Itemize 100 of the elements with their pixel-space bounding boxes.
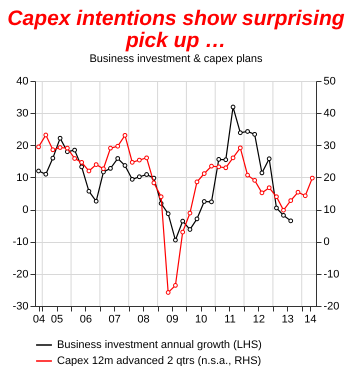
point [115, 144, 120, 149]
point [238, 145, 243, 150]
point [202, 199, 207, 204]
chart-title: Capex intentions show surprising pick up … [6, 7, 346, 52]
chart-subtitle: Business investment & capex plans [88, 53, 264, 65]
point [94, 162, 99, 167]
point [50, 156, 56, 161]
point [166, 211, 171, 216]
point [223, 165, 228, 170]
point [108, 146, 113, 151]
point [238, 130, 243, 136]
x-tick-label: 12 [252, 314, 266, 326]
x-tick-label: 05 [50, 314, 64, 326]
point [79, 164, 84, 170]
x-tick-label: 06 [80, 314, 92, 326]
point [152, 180, 156, 186]
point [266, 185, 272, 190]
point [260, 170, 264, 176]
point [122, 132, 128, 138]
point [281, 208, 286, 213]
y2-tick-label: -20 [324, 300, 340, 312]
point [266, 156, 272, 162]
point [72, 148, 77, 152]
point [130, 176, 135, 182]
y-tick-label: -10 [12, 236, 28, 248]
point [173, 283, 178, 288]
point [94, 198, 99, 204]
y-tick-label: 30 [16, 108, 28, 120]
y2-tick-label: 50 [324, 76, 336, 88]
point [296, 190, 300, 195]
y2-tick-label: 40 [324, 108, 336, 120]
y-tick-label: 0 [22, 204, 28, 216]
point [122, 163, 128, 168]
point [144, 155, 149, 160]
point [252, 132, 258, 137]
point [310, 176, 315, 180]
point [245, 172, 250, 178]
point [209, 164, 214, 169]
x-tick-label: 13 [282, 314, 294, 326]
point [281, 212, 286, 218]
point [173, 238, 178, 242]
x-tick-label: 08 [137, 314, 150, 326]
x-tick-label: 10 [195, 314, 208, 326]
point [64, 146, 70, 151]
point [288, 198, 294, 203]
x-tick-label: 04 [32, 314, 46, 326]
point [158, 194, 164, 200]
x-tick-label: 14 [304, 314, 317, 326]
point [252, 178, 258, 183]
point [230, 155, 236, 160]
point [86, 168, 92, 174]
point [86, 188, 92, 194]
point [136, 158, 142, 162]
legend-label: Capex 12m advanced 2 qtrs (n.s.a., RHS) [57, 355, 262, 367]
point [180, 230, 186, 234]
point [194, 180, 200, 184]
point [223, 157, 228, 162]
y-tick-label: -20 [12, 268, 28, 280]
x-tick-label: 11 [224, 314, 236, 326]
point [188, 210, 192, 216]
y-tick-label: 10 [16, 172, 28, 184]
point [260, 190, 264, 196]
point [166, 290, 171, 295]
y2-tick-label: 0 [324, 236, 330, 248]
point [43, 132, 48, 138]
point [144, 172, 149, 177]
point [230, 104, 236, 110]
point [36, 144, 41, 150]
y2-tick-label: 10 [324, 204, 336, 216]
y2-tick-label: -10 [324, 268, 340, 280]
point [101, 166, 106, 172]
point [188, 227, 192, 232]
point [216, 157, 222, 162]
point [43, 172, 48, 177]
legend-label: Business investment annual growth (LHS) [57, 339, 262, 351]
point [72, 156, 77, 161]
point [58, 145, 62, 150]
point [245, 129, 250, 134]
point [274, 194, 279, 200]
y2-tick-label: 20 [324, 172, 336, 184]
point [194, 216, 200, 222]
point [274, 206, 279, 210]
point [36, 168, 41, 174]
point [202, 171, 207, 176]
x-tick-label: 07 [108, 314, 121, 326]
point [79, 160, 84, 165]
y-tick-label: -30 [12, 300, 28, 312]
x-tick-label: 09 [166, 314, 178, 326]
point [58, 136, 62, 141]
point [50, 147, 56, 152]
point [130, 160, 135, 165]
point [209, 199, 214, 204]
point [115, 156, 120, 161]
point [136, 174, 142, 180]
point [302, 193, 308, 198]
point [288, 218, 294, 224]
point [108, 166, 113, 171]
y-tick-label: 40 [16, 76, 28, 88]
y2-tick-label: 30 [324, 140, 336, 152]
point [216, 164, 222, 170]
